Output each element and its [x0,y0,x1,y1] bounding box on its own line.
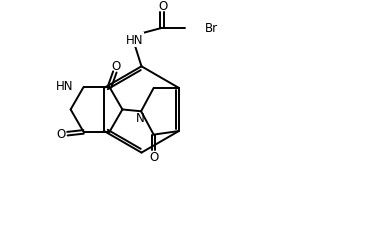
Text: HN: HN [56,79,73,92]
Text: N: N [136,112,145,125]
Text: O: O [149,150,158,163]
Text: Br: Br [205,22,218,35]
Text: O: O [56,128,65,141]
Text: O: O [111,59,120,72]
Text: HN: HN [125,34,143,47]
Text: O: O [158,0,167,13]
